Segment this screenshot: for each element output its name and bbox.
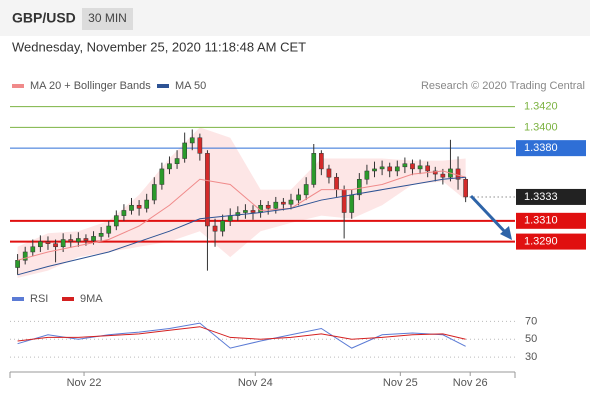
level-label: 1.3420 — [524, 101, 558, 113]
candle-body — [341, 189, 347, 213]
candle-body — [379, 166, 385, 170]
candle-body — [296, 194, 301, 201]
level-label: 1.3310 — [524, 215, 558, 227]
candle-body — [167, 163, 172, 170]
candle-body — [53, 243, 58, 248]
candle-body — [440, 173, 446, 178]
candle-body — [326, 168, 332, 178]
candle-body — [311, 153, 317, 185]
candle-body — [288, 199, 294, 205]
ma20-line — [17, 170, 466, 261]
candle-body — [394, 166, 400, 172]
candle-body — [250, 210, 256, 213]
y-tick-label: 50 — [525, 333, 537, 345]
candle-body — [68, 239, 74, 242]
legend-swatch — [12, 84, 24, 88]
candle-body — [349, 194, 355, 213]
level-box — [516, 233, 586, 250]
x-tick-label: Nov 22 — [67, 377, 102, 389]
candle-body — [463, 179, 468, 198]
candle-body — [144, 199, 150, 209]
bollinger-band — [17, 127, 466, 278]
legend-swatch — [12, 297, 24, 301]
legend-label: 9MA — [80, 293, 103, 305]
plot: MA 20 + Bollinger Bands MA 50 1.3420 1.3400… — [10, 80, 586, 389]
legend-swatch — [62, 297, 74, 301]
date: Wednesday, November 25, 2020 11:18:48 AM… — [12, 39, 306, 54]
legend-label: MA 50 — [175, 80, 206, 92]
candle-body — [45, 241, 51, 244]
candle-body — [227, 215, 233, 222]
candle-body — [356, 179, 362, 196]
level-label: 1.3380 — [524, 142, 558, 154]
candle-body — [402, 163, 408, 168]
symbol: GBP/USD — [12, 10, 76, 26]
candle-body — [189, 137, 195, 144]
candle-body — [98, 233, 104, 237]
rsi-line — [17, 326, 466, 342]
last-price-box — [516, 188, 586, 205]
level-box — [516, 140, 586, 157]
legend-label: RSI — [30, 293, 48, 305]
level-box — [516, 212, 586, 229]
candle-body — [22, 251, 28, 261]
candle-body — [235, 212, 241, 216]
candle-body — [197, 137, 203, 154]
candle-body — [425, 165, 431, 172]
last-price-label: 1.3333 — [524, 191, 558, 203]
timeframe: 30 MIN — [88, 11, 127, 25]
y-tick-label: 70 — [525, 315, 537, 327]
candle-body — [334, 176, 339, 190]
candle-body — [76, 238, 81, 242]
candle-body — [212, 225, 218, 232]
candle-body — [220, 220, 225, 232]
candle-body — [174, 158, 180, 164]
candle-body — [30, 246, 36, 253]
level-label: 1.3400 — [524, 121, 558, 133]
source: Research © 2020 Trading Central — [421, 80, 585, 92]
candle-body — [38, 241, 43, 248]
forecast-arrow — [469, 194, 508, 235]
candle-body — [15, 260, 20, 268]
candle-body — [136, 204, 142, 209]
timeframe-badge — [82, 8, 133, 30]
candle-body — [417, 165, 423, 170]
x-tick-label: Nov 26 — [453, 377, 488, 389]
candle-body — [265, 204, 271, 209]
x-tick-label: Nov 24 — [238, 377, 273, 389]
y-tick-label: 30 — [525, 351, 537, 363]
candle-body — [364, 170, 370, 180]
candle-body — [205, 153, 210, 227]
candle-body — [129, 204, 134, 211]
legend-swatch — [157, 84, 169, 88]
candle-body — [432, 170, 438, 175]
ma50-line — [17, 176, 466, 276]
candle-body — [121, 210, 127, 216]
x-tick-label: Nov 25 — [383, 377, 418, 389]
candle-body — [243, 210, 248, 213]
candle-body — [303, 184, 309, 196]
candle-body — [273, 201, 279, 209]
candle-body — [113, 215, 119, 227]
candle-body — [387, 166, 393, 172]
level-label: 1.3290 — [524, 235, 558, 247]
candle-body — [410, 163, 415, 170]
legend-label: MA 20 + Bollinger Bands — [30, 80, 151, 92]
candle-body — [319, 153, 324, 170]
candle-body — [281, 201, 286, 205]
candle-body — [91, 236, 96, 241]
arrow-head — [500, 226, 512, 240]
candle-body — [159, 168, 165, 185]
candle-body — [83, 238, 89, 241]
candle-body — [106, 225, 112, 234]
candle-body — [372, 168, 377, 172]
candle-body — [60, 239, 66, 248]
candle-body — [151, 184, 157, 201]
candle-body — [182, 142, 187, 159]
